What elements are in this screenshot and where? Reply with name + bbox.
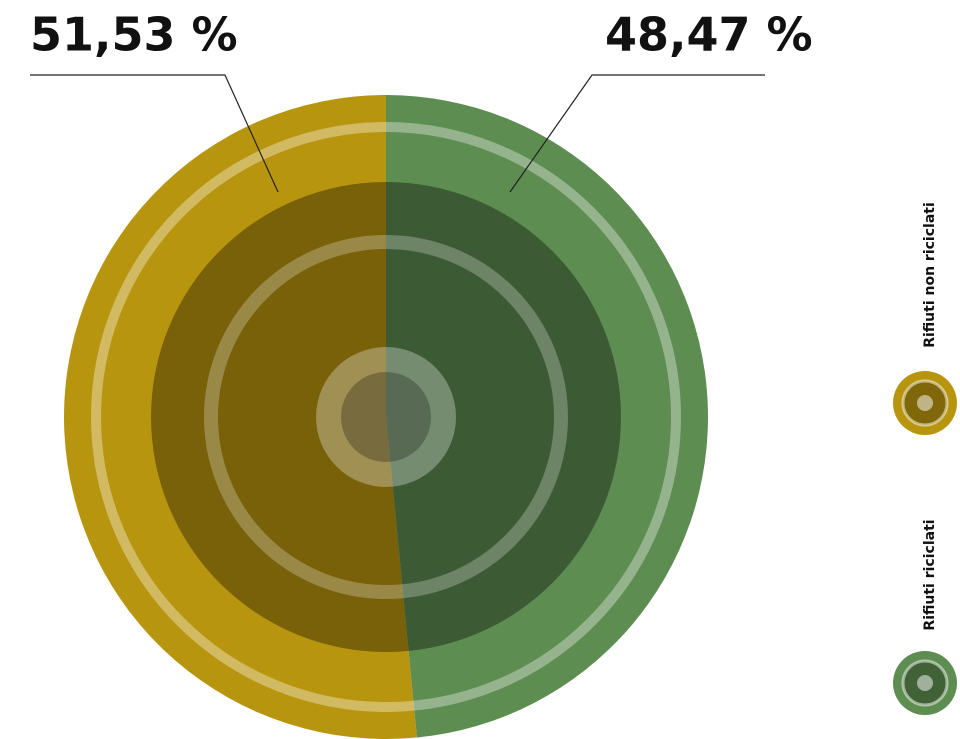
- value-label: 51,53 %: [30, 8, 238, 62]
- leaders: [30, 74, 765, 193]
- ring: [204, 235, 568, 599]
- ring: [341, 372, 431, 462]
- ring: [91, 122, 681, 712]
- decoration: [91, 122, 681, 712]
- legend: [893, 371, 957, 715]
- value-label: 48,47 %: [605, 8, 813, 62]
- pie-slice: [63, 95, 417, 739]
- ring: [316, 347, 456, 487]
- legend-swatch-center: [917, 675, 933, 691]
- ring: [151, 182, 621, 652]
- legend-label: Rifiuti riciclati: [922, 519, 938, 630]
- legend-label: Rifiuti non riciclati: [922, 202, 938, 348]
- pie: [63, 95, 708, 739]
- legend-swatch-center: [917, 395, 933, 411]
- pie-slice: [386, 95, 708, 738]
- leader-line: [30, 74, 279, 193]
- leader-line: [509, 74, 765, 193]
